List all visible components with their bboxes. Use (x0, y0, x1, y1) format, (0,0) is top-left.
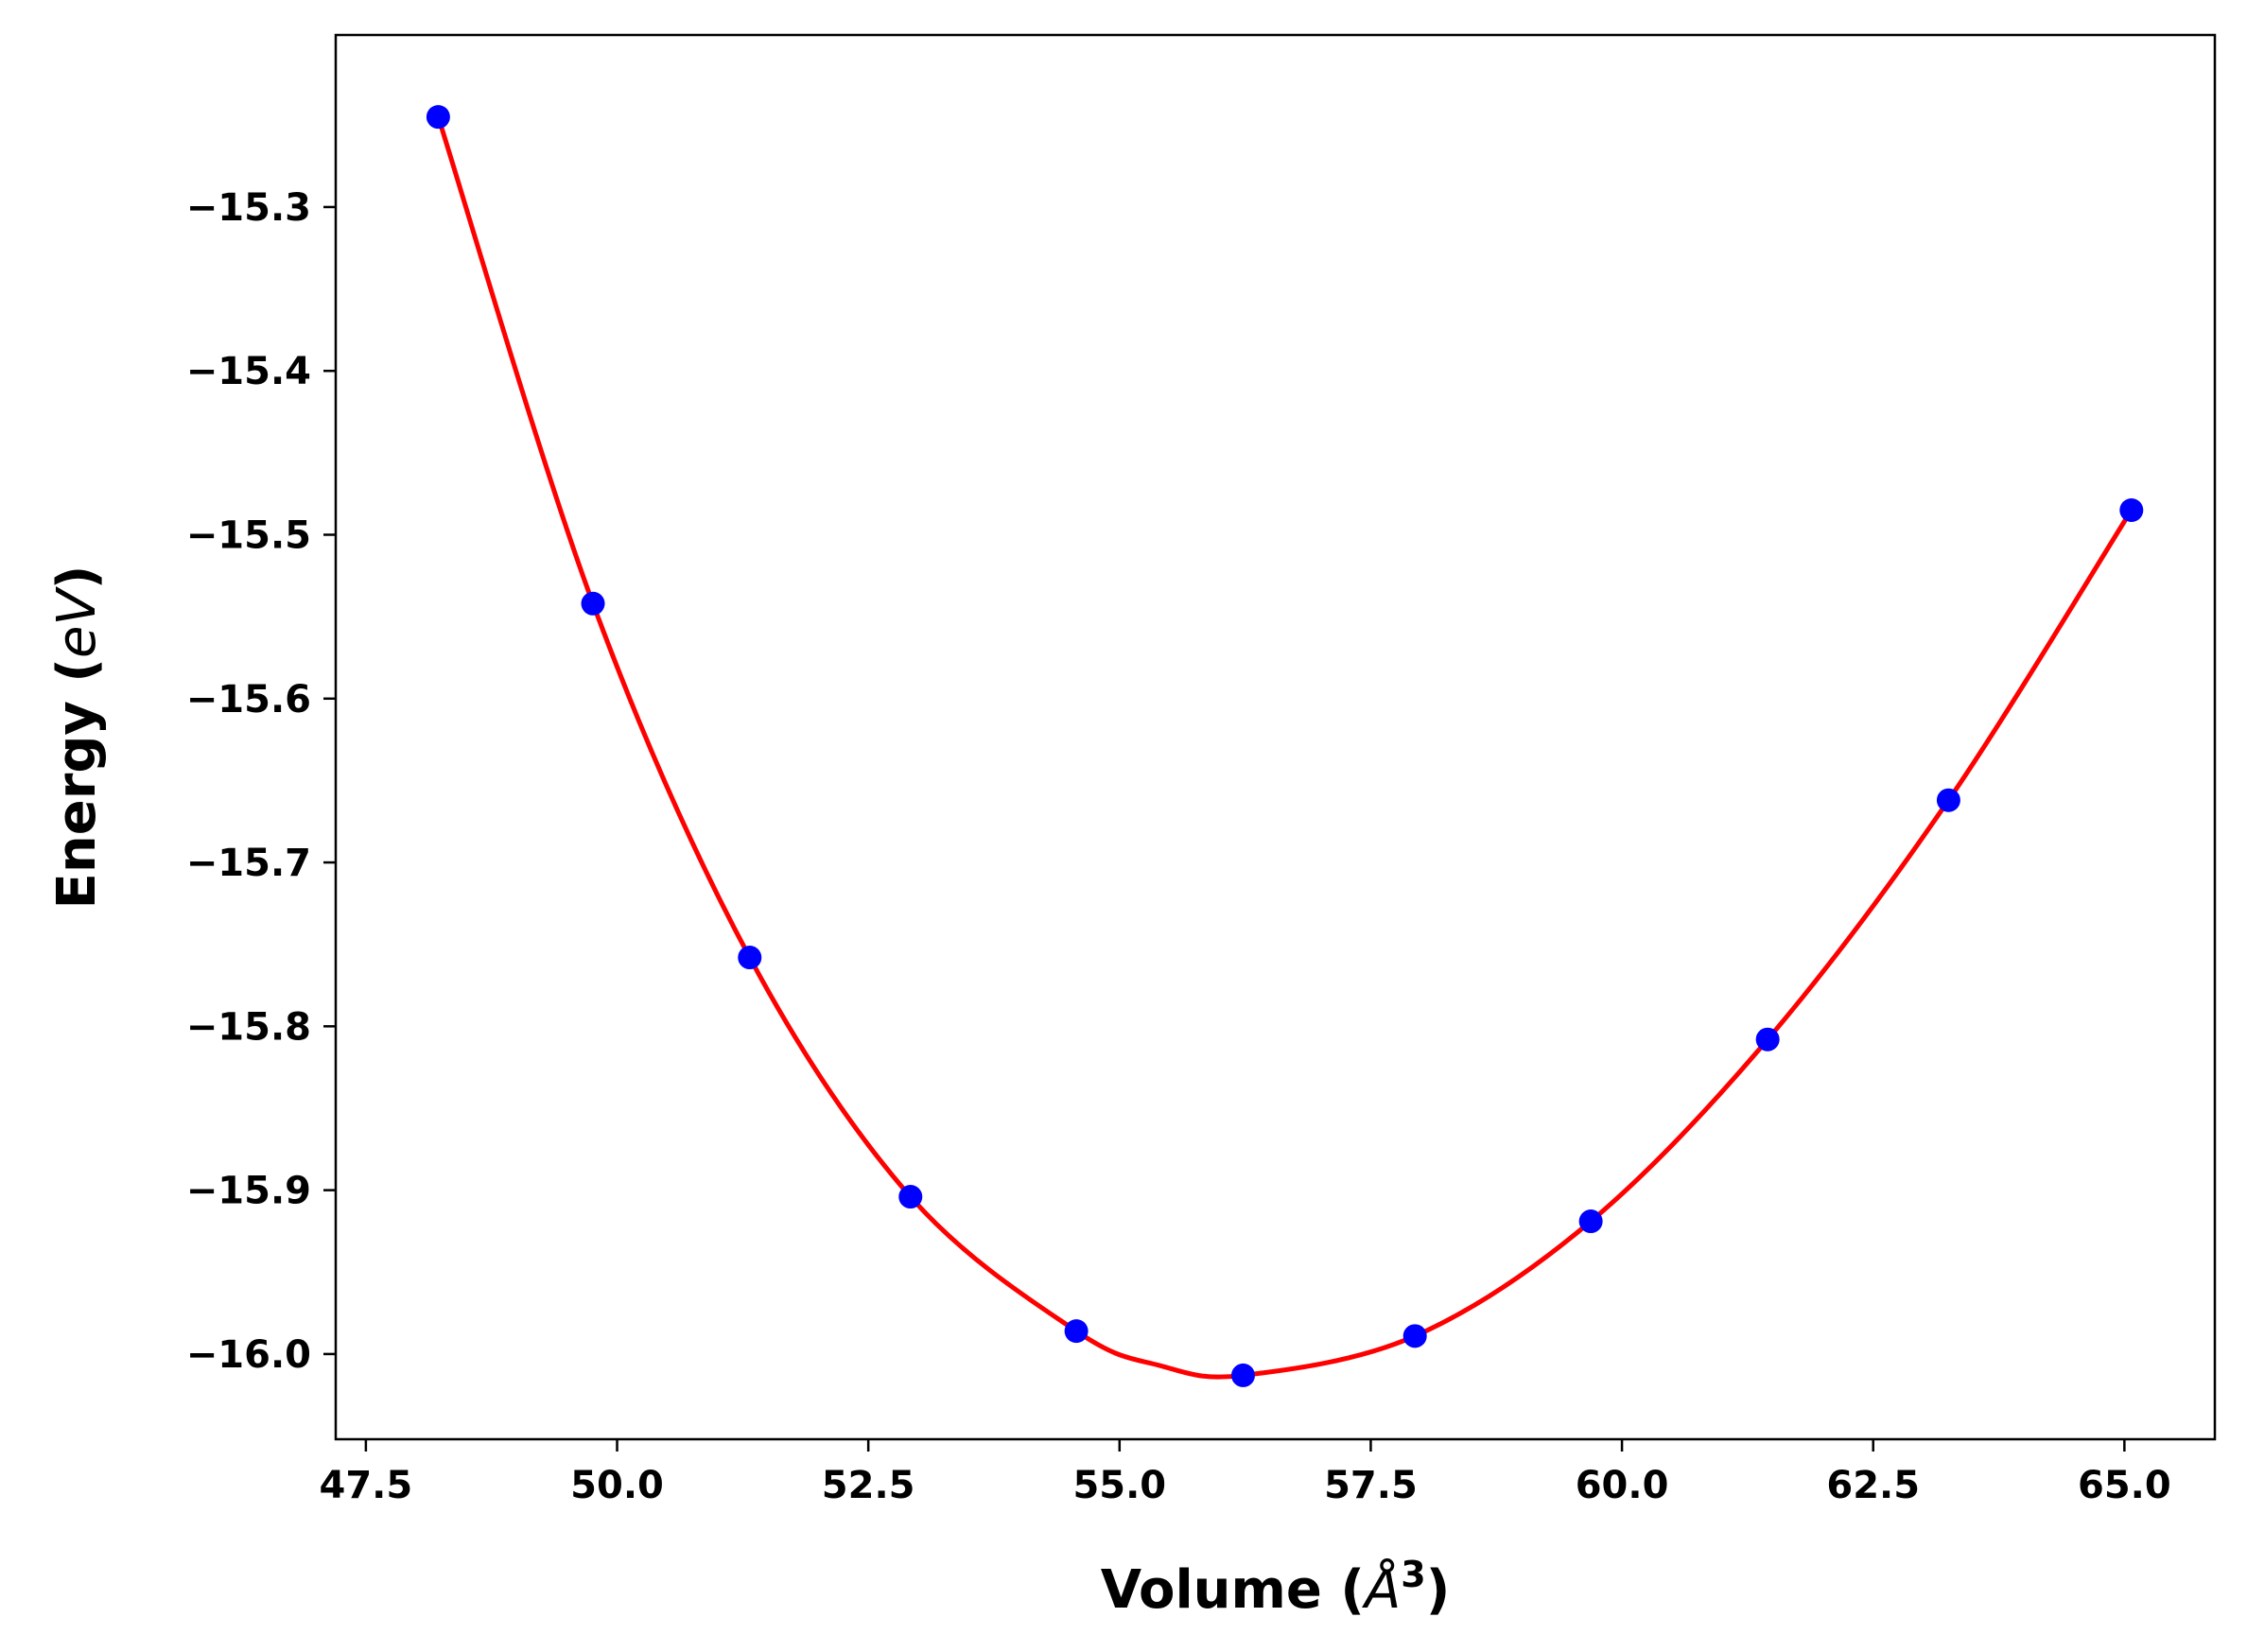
data-point (2119, 498, 2144, 523)
data-point (898, 1185, 923, 1209)
y-tick-label: −15.5 (186, 514, 311, 558)
x-axis-title: Volume (Å3) (1101, 1554, 1451, 1621)
y-axis-title: Energy (eV) (46, 565, 108, 910)
x-tick-label: 52.5 (822, 1464, 915, 1507)
x-tick-label: 60.0 (1576, 1464, 1669, 1507)
plot-frame (334, 33, 2217, 1441)
x-tick-label: 65.0 (2078, 1464, 2171, 1507)
y-tick-label: −15.9 (186, 1170, 311, 1213)
y-tick-label: −15.4 (186, 350, 311, 393)
y-tick-label: −15.8 (186, 1005, 311, 1049)
x-axis: 47.5 50.0 52.5 55.0 57.5 60.0 62.5 65.0 (320, 1439, 2171, 1507)
data-point (1402, 1324, 1427, 1348)
data-point (1755, 1027, 1780, 1052)
plot-area (426, 105, 2144, 1387)
data-point (1936, 788, 1960, 812)
data-point (581, 591, 605, 616)
y-tick-label: −15.7 (186, 842, 311, 885)
fit-curve-line (435, 115, 2134, 1380)
y-tick-label: −16.0 (186, 1333, 311, 1377)
x-tick-label: 62.5 (1826, 1464, 1920, 1507)
y-tick-label: −15.3 (186, 186, 311, 230)
x-tick-label: 50.0 (570, 1464, 664, 1507)
x-tick-label: 47.5 (320, 1464, 413, 1507)
data-point (426, 105, 450, 130)
data-point (738, 946, 762, 970)
y-axis: −15.3 −15.4 −15.5 −15.6 −15.7 −15.8 −15.9 −16.0 (186, 186, 336, 1377)
x-tick-label: 55.0 (1072, 1464, 1166, 1507)
x-tick-label: 57.5 (1324, 1464, 1418, 1507)
data-point (1230, 1363, 1255, 1387)
y-tick-label: −15.6 (186, 678, 311, 722)
data-point (1578, 1209, 1603, 1234)
data-point (1064, 1319, 1089, 1344)
